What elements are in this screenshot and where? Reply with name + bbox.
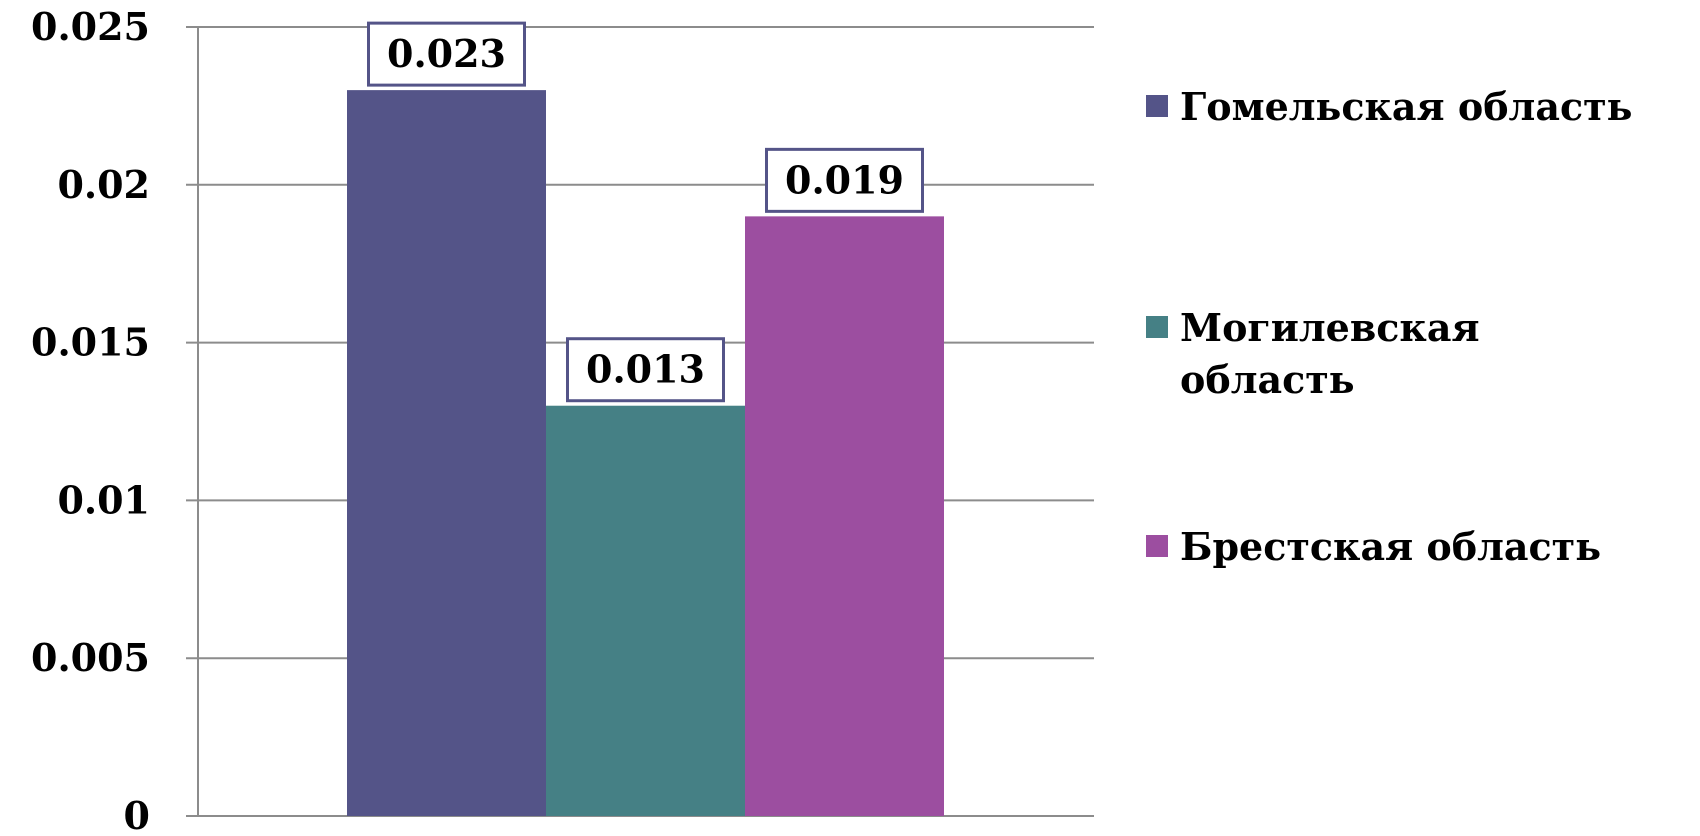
bar: [347, 90, 546, 817]
legend-swatch: [1146, 535, 1168, 557]
data-label-text: 0.019: [785, 157, 904, 202]
legend-swatch: [1146, 316, 1168, 338]
y-tick-label: 0.02: [57, 162, 150, 207]
y-tick-label: 0.01: [57, 477, 150, 522]
legend-item: Гомельская область: [1146, 84, 1632, 129]
legend-swatch: [1146, 95, 1168, 117]
bar: [745, 216, 944, 817]
bar: [546, 405, 745, 816]
legend-item: Могилевская область: [1146, 305, 1480, 402]
data-label-box: [566, 337, 725, 403]
data-label: 0.013: [566, 337, 725, 403]
data-label-box: [367, 21, 526, 87]
data-label-text: 0.013: [586, 347, 705, 392]
y-tick-label: 0: [124, 793, 150, 832]
bars: [347, 90, 944, 817]
legend-label: Брестская область: [1180, 524, 1601, 569]
data-label-box: [765, 147, 924, 213]
legend-item: Брестская область: [1146, 524, 1601, 569]
y-tick-label: 0.025: [31, 4, 150, 49]
legend: Гомельская область Могилевская область Брес…: [1146, 84, 1632, 569]
data-label-text: 0.023: [387, 31, 506, 76]
data-label: 0.019: [765, 147, 924, 213]
y-tick-label: 0.015: [31, 320, 150, 365]
data-label: 0.023: [367, 21, 526, 87]
data-labels: 0.023 0.013 0.019: [367, 21, 924, 403]
legend-label: Гомельская область: [1180, 84, 1632, 129]
y-tick-label: 0.005: [31, 635, 150, 680]
y-axis: 0 0.005 0.01 0.015 0.02 0.025: [31, 4, 199, 836]
legend-label: Могилевская область: [1180, 305, 1480, 402]
